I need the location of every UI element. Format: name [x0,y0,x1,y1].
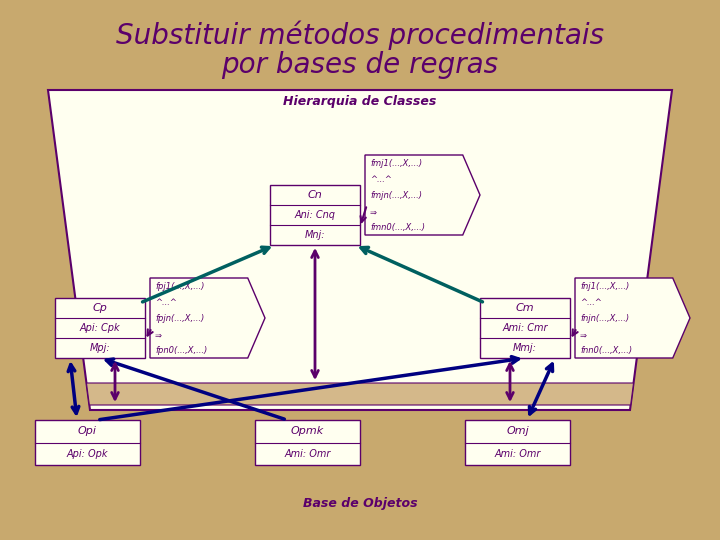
Text: Ami: Cmr: Ami: Cmr [503,323,548,333]
Text: fpj1(...,X,...): fpj1(...,X,...) [155,282,204,291]
Text: ⇒: ⇒ [155,330,162,339]
Bar [465,420,570,465]
Text: Ami: Omr: Ami: Omr [284,449,330,459]
Text: ⇒: ⇒ [580,330,587,339]
Text: Mnj:: Mnj: [305,230,325,240]
Text: Mpj:: Mpj: [90,343,110,353]
Text: ⇒: ⇒ [370,207,377,217]
Text: ^...^: ^...^ [370,176,392,184]
Text: Base de Objetos: Base de Objetos [302,497,418,510]
Text: Substituir métodos procedimentais: Substituir métodos procedimentais [116,20,604,50]
Text: ^...^: ^...^ [580,298,602,307]
Text: fpjn(...,X,...): fpjn(...,X,...) [155,314,204,323]
Text: Hierarquia de Classes: Hierarquia de Classes [283,96,437,109]
Bar [255,420,360,465]
Text: fmn0(...,X,...): fmn0(...,X,...) [370,224,425,232]
Text: fmjn(...,X,...): fmjn(...,X,...) [370,191,422,200]
Polygon shape [86,383,634,405]
Text: Cp: Cp [93,303,107,313]
Text: Mmj:: Mmj: [513,343,537,353]
Text: Api: Cpk: Api: Cpk [80,323,120,333]
Text: fmj1(...,X,...): fmj1(...,X,...) [370,159,422,168]
Text: Ani: Cnq: Ani: Cnq [294,210,336,220]
Polygon shape [48,90,672,410]
Bar [35,420,140,465]
Text: Api: Opk: Api: Opk [67,449,108,459]
Text: por bases de regras: por bases de regras [222,51,498,79]
Text: Cm: Cm [516,303,534,313]
Bar [480,298,570,358]
Bar [270,185,360,245]
Text: fpn0(...,X,...): fpn0(...,X,...) [155,346,207,355]
Text: Opi: Opi [78,426,97,436]
Polygon shape [365,155,480,235]
Text: Cn: Cn [307,190,323,200]
Text: Omj: Omj [506,426,529,436]
Text: Ami: Omr: Ami: Omr [495,449,541,459]
Text: Opmk: Opmk [291,426,324,436]
Text: fnjn(...,X,...): fnjn(...,X,...) [580,314,629,323]
Text: fnj1(...,X,...): fnj1(...,X,...) [580,282,629,291]
Bar [55,298,145,358]
Text: ^...^: ^...^ [155,298,177,307]
Polygon shape [150,278,265,358]
Polygon shape [575,278,690,358]
Text: fnn0(...,X,...): fnn0(...,X,...) [580,346,632,355]
